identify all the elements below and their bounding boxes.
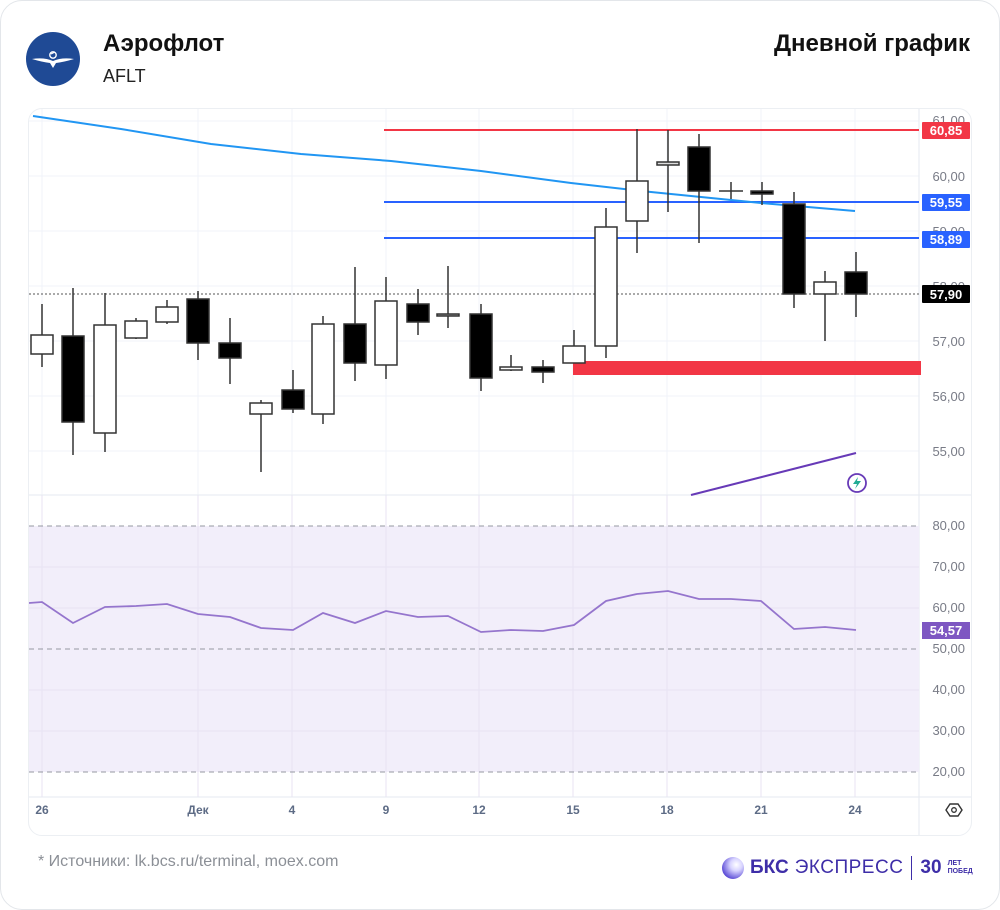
time-tick: 15 xyxy=(566,803,580,817)
rsi-tick: 40,00 xyxy=(932,682,965,697)
rsi-tick: 30,00 xyxy=(932,723,965,738)
chart-title: Дневной график xyxy=(773,30,970,57)
rsi-tick: 80,00 xyxy=(932,518,965,533)
resistance-price-label-bg xyxy=(922,122,970,139)
time-tick: 12 xyxy=(472,803,486,817)
rsi-value-label: 54,57 xyxy=(930,623,963,638)
brand-tagline-line-2: ПОБЕД xyxy=(947,868,973,875)
chart-container[interactable]: 61,00 60,00 59,00 58,00 57,00 56,00 55,0… xyxy=(28,108,972,836)
time-tick: 4 xyxy=(289,803,296,817)
rsi-tick: 70,00 xyxy=(932,559,965,574)
bcs-sphere-icon xyxy=(722,857,744,879)
company-name: Аэрофлот xyxy=(103,30,225,57)
brand-bks: БКС xyxy=(750,857,789,878)
moving-average-line[interactable] xyxy=(32,115,856,212)
level-2-price-label-bg xyxy=(922,231,970,248)
price-tick: 57,00 xyxy=(932,334,965,349)
price-tick: 60,00 xyxy=(932,169,965,184)
lightning-icon[interactable] xyxy=(847,473,867,493)
resistance-price-label: 60,85 xyxy=(930,123,963,138)
winged-emblem-icon xyxy=(32,51,74,68)
last-price-label: 57,90 xyxy=(930,287,963,302)
rsi-line[interactable] xyxy=(29,590,857,633)
brand-tagline-line-1: ЛЕТ xyxy=(947,860,962,867)
rsi-tick: 50,00 xyxy=(932,641,965,656)
rsi-bands xyxy=(29,525,919,773)
rsi-tick: 60,00 xyxy=(932,600,965,615)
last-price-label-bg xyxy=(922,285,970,303)
brand-tagline: ЛЕТ ПОБЕД xyxy=(948,860,973,876)
price-tick: 55,00 xyxy=(932,444,965,459)
brand-express: ЭКСПРЕСС xyxy=(794,857,904,878)
ticker-symbol: AFLT xyxy=(103,66,146,86)
time-tick: 26 xyxy=(35,803,49,817)
level-2-price-label: 58,89 xyxy=(930,232,963,247)
chart-canvas[interactable]: 61,00 60,00 59,00 58,00 57,00 56,00 55,0… xyxy=(29,109,971,835)
brand-30: 30 xyxy=(920,857,942,878)
sources-note: * Источники: lk.bcs.ru/terminal, moex.co… xyxy=(38,853,339,870)
price-tick: 56,00 xyxy=(932,389,965,404)
time-tick: 21 xyxy=(754,803,768,817)
candlesticks[interactable] xyxy=(30,129,868,472)
aeroflot-logo-icon xyxy=(26,32,80,86)
level-1-price-label-bg xyxy=(922,194,970,211)
trend-line[interactable] xyxy=(690,452,857,496)
rsi-axis[interactable]: 80,00 70,00 60,00 50,00 40,00 30,00 20,0… xyxy=(932,518,965,779)
price-grid xyxy=(29,109,919,495)
rsi-value-label-bg xyxy=(922,622,970,639)
time-tick: Дек xyxy=(187,803,209,817)
bcs-express-logo: БКС ЭКСПРЕСС 30 ЛЕТ ПОБЕД xyxy=(722,856,973,880)
rsi-tick: 20,00 xyxy=(932,764,965,779)
brand-separator xyxy=(911,856,913,880)
support-zone[interactable] xyxy=(573,361,921,375)
time-tick: 24 xyxy=(848,803,862,817)
time-tick: 18 xyxy=(660,803,674,817)
settings-hexagon-icon[interactable] xyxy=(945,803,963,817)
time-tick: 9 xyxy=(383,803,390,817)
level-1-price-label: 59,55 xyxy=(930,195,963,210)
time-axis[interactable]: 26 Дек 4 9 12 15 18 21 24 xyxy=(35,803,862,817)
